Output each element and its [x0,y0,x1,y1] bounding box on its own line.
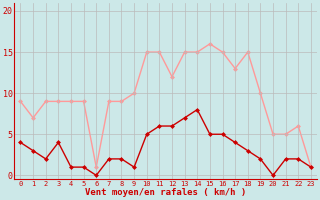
X-axis label: Vent moyen/en rafales ( km/h ): Vent moyen/en rafales ( km/h ) [85,188,246,197]
